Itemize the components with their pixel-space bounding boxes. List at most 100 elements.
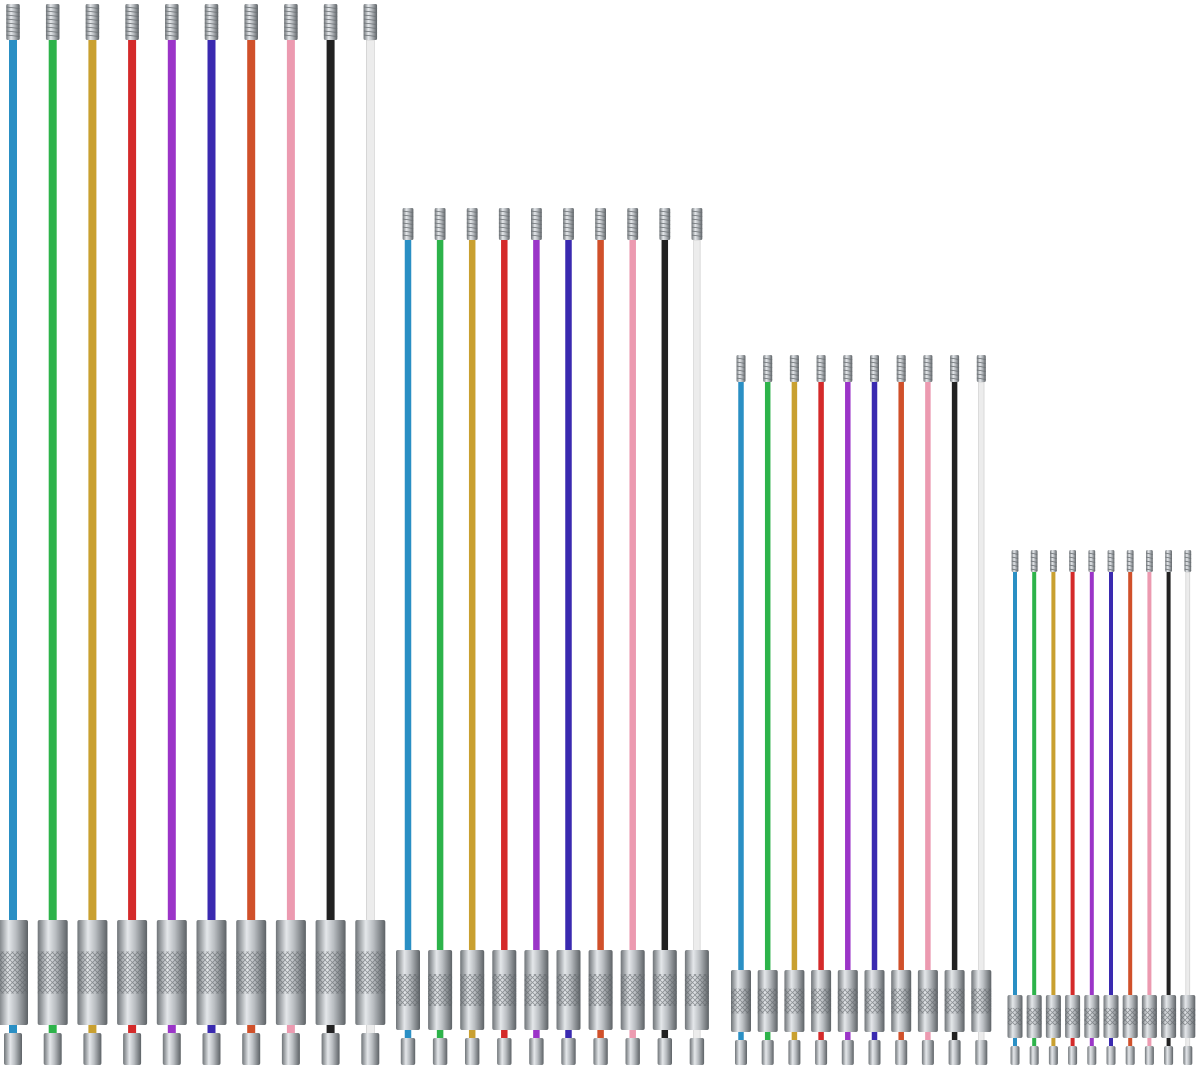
thread [976, 369, 986, 372]
thread [1011, 564, 1019, 567]
knurl [620, 974, 645, 1006]
thread [1165, 556, 1173, 559]
thread [563, 234, 574, 237]
thread [323, 18, 338, 21]
thread [1165, 560, 1173, 563]
thread [204, 6, 219, 9]
end-cap [1010, 1046, 1020, 1065]
thread [204, 22, 219, 25]
thread [466, 210, 478, 213]
thread [1049, 552, 1057, 555]
thread [563, 214, 574, 217]
cable [247, 40, 256, 1062]
thread [1088, 560, 1096, 563]
thread [165, 6, 179, 9]
knurl [315, 951, 346, 994]
screw-cap [244, 4, 258, 40]
thread [659, 222, 671, 225]
knurl [196, 951, 227, 994]
end-cap [281, 1033, 300, 1065]
thread [466, 226, 478, 229]
thread [204, 26, 219, 29]
thread [1145, 568, 1153, 571]
end-cap [162, 1033, 181, 1065]
thread [1107, 560, 1115, 563]
thread [85, 26, 100, 29]
thread [363, 18, 378, 21]
thread [323, 14, 338, 17]
knurl [837, 988, 858, 1014]
cable [845, 382, 851, 1062]
cable [661, 240, 669, 1062]
thread [45, 14, 60, 17]
thread [204, 14, 219, 17]
thread [6, 14, 20, 17]
cable [1051, 572, 1056, 1062]
thread [402, 218, 414, 221]
thread [789, 373, 799, 376]
thread [563, 210, 574, 213]
thread [950, 365, 960, 368]
knurl [1007, 1007, 1023, 1026]
thread [691, 226, 703, 229]
thread [816, 357, 826, 360]
cable [951, 382, 958, 1062]
cable [791, 382, 798, 1062]
cable [1032, 572, 1037, 1062]
knurl [652, 974, 677, 1006]
thread [125, 10, 139, 13]
knurl [944, 988, 965, 1014]
knurl [117, 951, 148, 994]
cable [128, 40, 137, 1062]
thread [363, 34, 378, 37]
end-cap [657, 1038, 672, 1065]
thread [1030, 556, 1038, 559]
thread [165, 26, 179, 29]
cable [1128, 572, 1133, 1062]
thread [45, 6, 60, 9]
thread [1049, 564, 1057, 567]
cable [1185, 571, 1191, 1063]
thread [869, 365, 880, 368]
thread [763, 377, 773, 380]
cable [1109, 572, 1113, 1062]
thread [284, 30, 298, 33]
thread [923, 361, 933, 364]
thread [789, 377, 799, 380]
knurl [1045, 1007, 1061, 1026]
end-cap [593, 1038, 608, 1065]
cable [693, 239, 701, 1063]
thread [1126, 564, 1134, 567]
thread [763, 373, 773, 376]
thread [125, 18, 139, 21]
thread [530, 230, 542, 233]
thread [402, 214, 414, 217]
knurl [1122, 1007, 1138, 1026]
thread [323, 30, 338, 33]
end-cap [497, 1038, 512, 1065]
knurl [1141, 1007, 1157, 1026]
thread [284, 10, 298, 13]
thread [1184, 568, 1192, 571]
thread [869, 369, 880, 372]
thread [125, 26, 139, 29]
screw-cap [6, 4, 20, 40]
thread [323, 26, 338, 29]
thread [1145, 552, 1153, 555]
thread [1184, 556, 1192, 559]
thread [736, 365, 746, 368]
knurl [37, 951, 68, 994]
end-cap [815, 1040, 828, 1065]
thread [843, 357, 853, 360]
thread [45, 26, 60, 29]
end-cap [841, 1040, 854, 1065]
thread [204, 18, 219, 21]
knurl [428, 974, 453, 1006]
thread [869, 361, 880, 364]
thread [843, 369, 853, 372]
thread [85, 30, 100, 33]
cable [207, 40, 216, 1062]
cable [326, 40, 335, 1062]
thread [950, 369, 960, 372]
thread [923, 373, 933, 376]
